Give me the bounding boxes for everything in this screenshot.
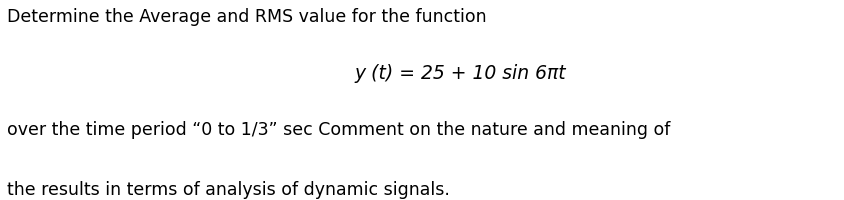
Text: over the time period “0 to 1/3” sec Comment on the nature and meaning of: over the time period “0 to 1/3” sec Comm… [7,120,669,138]
Text: Determine the Average and RMS value for the function: Determine the Average and RMS value for … [7,8,486,26]
Text: the results in terms of analysis of dynamic signals.: the results in terms of analysis of dyna… [7,180,449,198]
Text: y (t) = 25 + 10 sin 6πt: y (t) = 25 + 10 sin 6πt [354,64,565,83]
